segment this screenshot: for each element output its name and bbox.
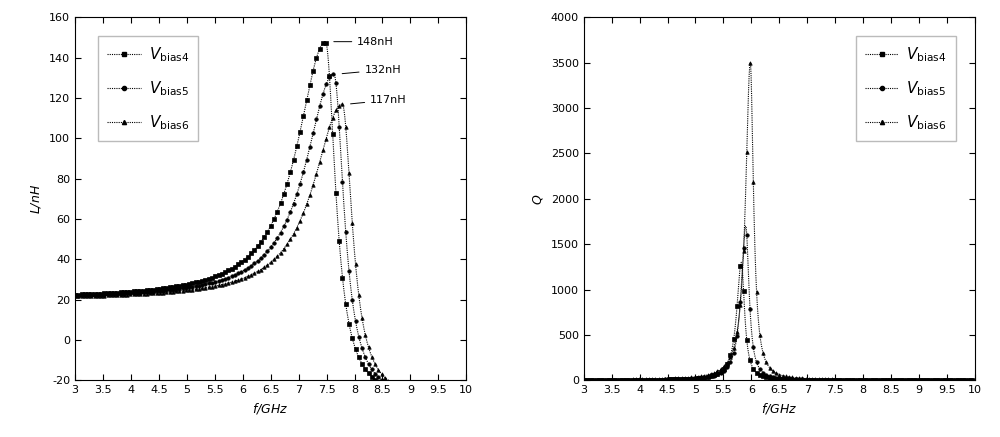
Legend: $V_{\mathregular{bias4}}$, $V_{\mathregular{bias5}}$, $V_{\mathregular{bias6}}$: $V_{\mathregular{bias4}}$, $V_{\mathregu… — [856, 36, 956, 141]
X-axis label: $f$/GHz: $f$/GHz — [252, 401, 289, 416]
Text: 148nH: 148nH — [334, 37, 394, 47]
Y-axis label: $L$/nH: $L$/nH — [29, 184, 43, 214]
Y-axis label: $Q$: $Q$ — [531, 193, 545, 205]
Text: 132nH: 132nH — [342, 65, 401, 75]
Legend: $V_{\mathregular{bias4}}$, $V_{\mathregular{bias5}}$, $V_{\mathregular{bias6}}$: $V_{\mathregular{bias4}}$, $V_{\mathregu… — [98, 36, 198, 141]
Text: 117nH: 117nH — [351, 95, 407, 105]
X-axis label: $f$/GHz: $f$/GHz — [761, 401, 798, 416]
